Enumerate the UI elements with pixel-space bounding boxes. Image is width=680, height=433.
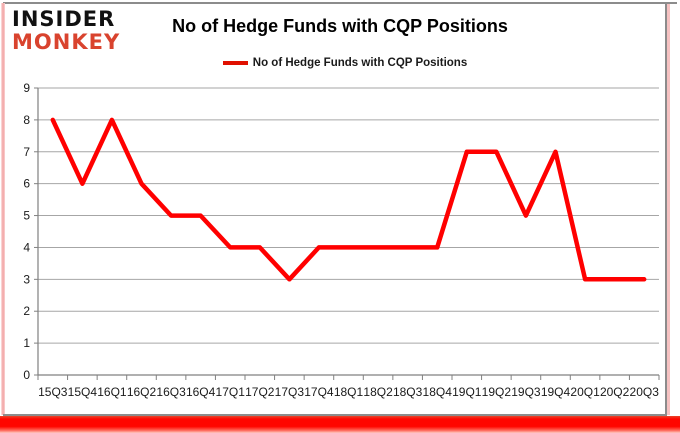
x-tick-label: 20Q2 (600, 385, 630, 399)
legend-line-sample (222, 61, 248, 65)
x-tick-label: 15Q3 (38, 385, 68, 399)
x-tick-label: 18Q4 (423, 385, 453, 399)
series-line (50, 117, 647, 282)
card-border-top (3, 2, 677, 4)
x-tick-label: 16Q3 (156, 385, 186, 399)
x-tick-label: 19Q3 (511, 385, 541, 399)
y-tick-label: 7 (23, 145, 30, 159)
y-tick-label: 9 (23, 81, 30, 95)
card-border-right-glow (667, 4, 670, 415)
x-tick-label: 16Q4 (186, 385, 216, 399)
x-tick-label: 19Q4 (541, 385, 571, 399)
x-tick-label: 18Q1 (334, 385, 364, 399)
page-title: No of Hedge Funds with CQP Positions (172, 16, 508, 36)
y-tick-label: 4 (23, 240, 30, 254)
card-border-right (665, 2, 667, 415)
chart-legend: No of Hedge Funds with CQP Positions (0, 57, 680, 69)
y-tick-label: 2 (23, 304, 30, 318)
x-tick-label: 16Q1 (97, 385, 127, 399)
y-tick-label: 8 (23, 113, 30, 127)
axes (34, 87, 660, 380)
x-tick-label: 18Q3 (393, 385, 423, 399)
x-tick-label: 17Q3 (275, 385, 305, 399)
logo-line-insider: INSIDER (12, 7, 116, 31)
insider-monkey-logo: INSIDER MONKEY (12, 8, 120, 54)
x-tick-label: 19Q2 (482, 385, 512, 399)
x-tick-labels: 15Q3 15Q4 16Q1 16Q2 16Q3 16Q4 17Q1 17Q2 17Q3 17Q4… (38, 385, 659, 399)
data-line (50, 117, 647, 282)
x-tick-label: 15Q4 (68, 385, 98, 399)
y-tick-label: 0 (23, 368, 30, 382)
card-border-left (1, 3, 5, 415)
y-tick-label: 1 (23, 336, 30, 350)
x-tick-label: 17Q2 (245, 385, 275, 399)
y-tick-label: 3 (23, 272, 30, 286)
logo-line-monkey: MONKEY (12, 30, 121, 54)
x-tick-label: 20Q3 (630, 385, 660, 399)
card-border-bottom (3, 414, 667, 416)
bottom-red-bar (0, 416, 680, 433)
x-tick-label: 17Q1 (216, 385, 246, 399)
x-tick-label: 16Q2 (127, 385, 157, 399)
x-tick-label: 18Q2 (363, 385, 393, 399)
x-tick-label: 19Q1 (452, 385, 482, 399)
y-gridlines (38, 87, 659, 344)
x-tick-label: 17Q4 (304, 385, 334, 399)
x-tick-label: 20Q1 (570, 385, 600, 399)
y-tick-labels: 0 1 2 3 4 5 6 7 8 9 (23, 81, 30, 382)
legend-label: No of Hedge Funds with CQP Positions (252, 57, 468, 69)
y-tick-label: 5 (23, 209, 30, 223)
y-tick-label: 6 (23, 177, 30, 191)
